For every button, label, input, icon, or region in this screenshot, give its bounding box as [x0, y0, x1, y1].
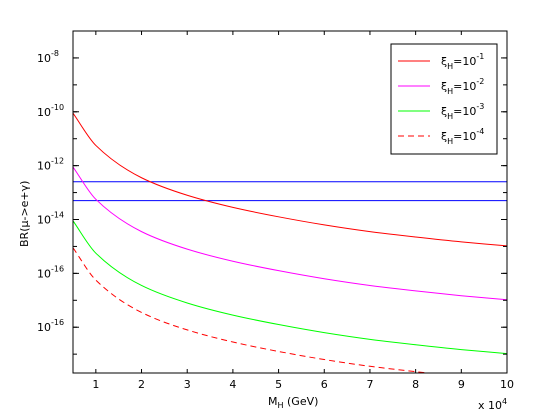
y-axis: 10-8 10-10 10-12 10-14 10-16 10-16	[37, 30, 507, 355]
x-tick-label: 4	[229, 378, 236, 391]
x-axis-label: MH (GeV)	[268, 395, 318, 410]
legend: ξH=10-1 ξH=10-2 ξH=10-3 ξH=10-4	[390, 43, 498, 155]
y-tick-label: 10-16	[37, 318, 64, 334]
reference-lines	[73, 181, 507, 202]
x-tick-label: 7	[366, 378, 373, 391]
x-multiplier: x 104	[478, 397, 507, 412]
x-axis: 1 2 3 4 5 6 7 8 9 10	[92, 31, 514, 391]
x-tick-label: 2	[138, 378, 145, 391]
y-tick-label: 10-12	[37, 157, 64, 173]
series-line-2	[73, 166, 507, 301]
series-line-4	[73, 247, 433, 373]
x-tick-label: 5	[275, 378, 282, 391]
y-axis-label: BR(μ->e+γ)	[18, 181, 31, 247]
x-tick-label: 8	[412, 378, 419, 391]
legend-label-1: ξH=10-1	[441, 52, 484, 71]
y-tick-label: 10-16	[37, 264, 64, 280]
legend-label-4: ξH=10-4	[441, 127, 484, 146]
y-tick-label: 10-14	[37, 211, 64, 227]
y-tick-label: 10-8	[37, 49, 59, 65]
series-line-3	[73, 220, 507, 355]
y-tick-label: 10-10	[37, 103, 64, 119]
axes-box	[72, 30, 508, 374]
series-line-1	[73, 112, 507, 247]
series-group	[73, 112, 507, 373]
x-tick-label: 1	[92, 378, 99, 391]
x-tick-label: 3	[184, 378, 191, 391]
x-tick-label: 9	[458, 378, 465, 391]
x-tick-label: 6	[321, 378, 328, 391]
legend-label-2: ξH=10-2	[441, 77, 484, 96]
legend-label-3: ξH=10-3	[441, 102, 484, 121]
x-tick-label: 10	[500, 378, 514, 391]
